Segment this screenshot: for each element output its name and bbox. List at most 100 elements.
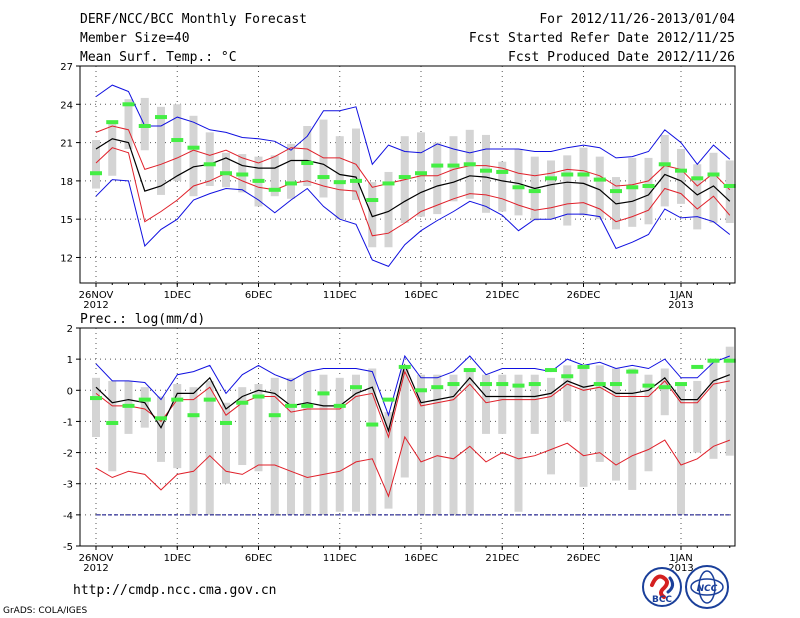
member-size: Member Size=40 [80, 31, 190, 46]
temp-spread-box [92, 140, 100, 189]
temp-spread-box [449, 136, 458, 202]
temp-ensemble-marker [577, 172, 590, 177]
precip-ensemble-marker [447, 382, 460, 387]
temp-spread-box [563, 155, 572, 226]
precip-variable-label: Prec.: log(mm/d) [80, 312, 205, 327]
temp-spread-box [595, 156, 604, 220]
precip-ensemble-marker [691, 364, 704, 369]
precip-spread-box [709, 362, 718, 459]
precip-xtick-label: 1JAN [669, 553, 692, 564]
precip-spread-box [595, 365, 604, 462]
precip-xtick-label: 21DEC [485, 553, 519, 564]
temp-ensemble-marker [658, 162, 671, 167]
precip-spread-box [547, 377, 555, 475]
temp-ensemble-marker [106, 120, 119, 125]
precip-spread-box [644, 374, 653, 472]
temp-spread-box [368, 182, 377, 248]
temp-min-line [95, 179, 731, 268]
precip-spread-box [352, 374, 360, 512]
precip-ensemble-marker [252, 394, 265, 399]
temp-ytick-label: 12 [60, 253, 73, 264]
temp-ensemble-marker [350, 178, 362, 183]
temp-ensemble-marker [366, 198, 379, 203]
temp-ensemble-marker [220, 171, 232, 176]
precip-ensemble-marker [577, 364, 590, 369]
precip-ensemble-marker [593, 382, 606, 387]
temp-ensemble-marker [285, 181, 297, 186]
precip-spread-box [303, 371, 312, 515]
temp-ytick-label: 24 [60, 100, 73, 111]
temp-spread-box [579, 147, 588, 216]
temp-ensemble-marker [333, 180, 346, 185]
precip-spread-box [238, 387, 247, 466]
temp-xtick-label: 26NOV [79, 290, 114, 301]
temp-spread-box [433, 142, 442, 215]
precip-xtick-label: 16DEC [404, 553, 438, 564]
temp-xtick-label: 21DEC [485, 290, 519, 301]
precip-spread-box [433, 374, 442, 515]
temperature-markers [90, 102, 736, 203]
forecast-period: For 2012/11/26-2013/01/04 [539, 12, 735, 27]
precip-ensemble-marker [236, 400, 249, 405]
precip-ytick-label: -5 [63, 542, 73, 553]
precip-ensemble-marker [658, 385, 671, 390]
temp-ensemble-marker [642, 183, 655, 188]
precip-spread-box [108, 380, 117, 472]
temp-spread-box [222, 152, 230, 188]
precip-max-line [95, 354, 730, 417]
temp-spread-box [270, 155, 279, 197]
temp-spread-box [660, 134, 669, 207]
precip-ensemble-marker [285, 403, 297, 408]
precip-ensemble-marker [512, 383, 525, 388]
precip-ensemble-marker [122, 403, 135, 408]
precip-ensemble-marker [642, 383, 655, 388]
precip-ytick-label: 2 [67, 324, 73, 335]
precip-spread-box [319, 374, 328, 515]
temp-spread-box [628, 157, 637, 227]
temp-ytick-label: 15 [60, 215, 73, 226]
temp-spread-box [157, 106, 165, 195]
temp-ensemble-marker [463, 162, 476, 167]
temp-xtick-label: 6DEC [245, 290, 272, 301]
precip-ensemble-marker [382, 397, 395, 402]
precip-spread-box [725, 346, 734, 456]
temp-ensemble-marker [203, 162, 216, 167]
temp-ensemble-marker [301, 161, 314, 166]
precip-spread-box [400, 365, 409, 478]
precip-xtick-label: 6DEC [245, 553, 272, 564]
temp-sd-upper-line [95, 125, 731, 191]
precip-ensemble-marker [138, 397, 151, 402]
temp-ensemble-marker [431, 163, 444, 168]
temp-ensemble-marker [496, 169, 509, 174]
temp-spread-box [189, 115, 198, 197]
precip-ytick-label: -4 [63, 511, 73, 522]
precip-spread-box [677, 384, 685, 515]
temp-xtick-label: 16DEC [404, 290, 438, 301]
temp-ensemble-marker [528, 189, 541, 194]
precip-ensemble-marker [463, 368, 476, 373]
temp-spread-box [303, 125, 312, 186]
temp-sd-lower-line [95, 147, 731, 237]
temp-ensemble-marker [626, 185, 639, 190]
temp-spread-box [319, 119, 328, 198]
temp-ensemble-marker [545, 176, 557, 181]
temp-spread-box [173, 104, 182, 181]
precip-sd-upper-line [95, 370, 730, 439]
precip-spread-box [514, 374, 523, 512]
variable-label: Mean Surf. Temp.: °C [80, 50, 237, 65]
precip-ensemble-marker [528, 382, 541, 387]
precip-spread-box [254, 384, 263, 472]
precip-spread-box [482, 374, 490, 434]
temp-spread-box [287, 143, 295, 199]
temp-xtick-label: 1DEC [164, 290, 191, 301]
temp-ensemble-marker [447, 163, 460, 168]
temp-ensemble-marker [171, 138, 184, 143]
figure-title: DERF/NCC/BCC Monthly Forecast [80, 12, 307, 27]
precip-ensemble-marker [350, 385, 362, 390]
precip-sd-lower-line [95, 435, 730, 498]
